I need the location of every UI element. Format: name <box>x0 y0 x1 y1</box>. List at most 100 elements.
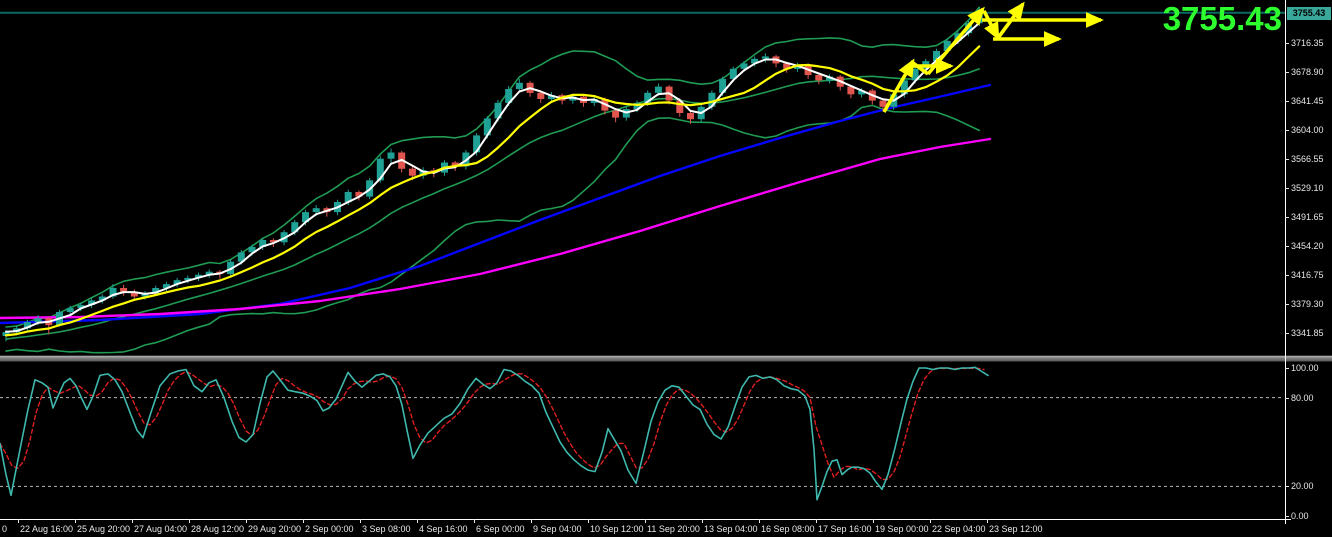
time-axis-tick <box>75 519 76 523</box>
candle-body <box>162 284 170 288</box>
time-axis-end-tick <box>1285 519 1286 524</box>
candle-body <box>761 56 769 59</box>
candle-body <box>237 252 245 262</box>
candle-body <box>751 58 759 64</box>
time-axis-tick <box>360 519 361 523</box>
price-axis-label: 3641.45 <box>1291 96 1324 106</box>
ma-white-line <box>5 22 981 333</box>
indicator-axis-label: 20.00 <box>1291 481 1314 491</box>
time-axis-label: 25 Aug 20:00 <box>77 524 131 534</box>
stochastic-k-line <box>0 366 989 501</box>
time-axis-label-partial: 0 <box>2 524 8 534</box>
price-axis-label: 3379.30 <box>1291 299 1324 309</box>
candle-body <box>34 318 42 323</box>
candle-body <box>248 246 256 253</box>
candle-body <box>23 322 31 329</box>
candle-body <box>173 280 181 285</box>
candle-body <box>205 271 213 275</box>
candle-body <box>676 100 684 113</box>
candle-body <box>98 296 106 301</box>
time-axis-label: 22 Aug 16:00 <box>20 524 74 534</box>
candle-body <box>419 170 427 176</box>
candle-body <box>708 92 716 107</box>
time-axis-tick <box>702 519 703 523</box>
time-axis-tick <box>816 519 817 523</box>
ma-magenta-line <box>0 137 992 320</box>
price-axis-label: 3716.35 <box>1291 38 1324 48</box>
time-axis-tick <box>531 519 532 523</box>
candle-body <box>933 51 940 62</box>
candle-body <box>505 89 513 103</box>
candle-body <box>451 162 459 167</box>
trend-arrow[interactable] <box>882 58 915 113</box>
time-axis-tick <box>417 519 418 523</box>
time-axis-label: 22 Sep 04:00 <box>932 524 986 534</box>
indicator-axis-tick <box>1285 486 1289 487</box>
bollinger-upper-line <box>5 6 981 328</box>
price-axis-label: 3416.75 <box>1291 270 1324 280</box>
time-axis-tick <box>759 519 760 523</box>
candle-body <box>184 277 192 281</box>
time-axis-tick <box>987 519 988 523</box>
candle-body <box>740 63 748 69</box>
price-axis-label: 3566.55 <box>1291 154 1324 164</box>
price-axis-tick <box>1285 130 1289 131</box>
price-axis-tick <box>1285 159 1289 160</box>
indicator-axis-tick <box>1285 398 1289 399</box>
price-axis-tick <box>1285 101 1289 102</box>
price-axis-label: 3454.20 <box>1291 241 1324 251</box>
candle-body <box>900 80 908 95</box>
time-axis-tick <box>645 519 646 523</box>
candle-body <box>847 86 855 95</box>
candle-body <box>376 158 384 181</box>
candle-body <box>943 40 951 51</box>
candle-body <box>612 110 620 118</box>
price-axis-tick <box>1285 188 1289 189</box>
candle-body <box>120 288 128 292</box>
price-axis-tick <box>1285 246 1289 247</box>
candle-body <box>644 92 652 103</box>
bollinger-middle-line <box>5 68 981 340</box>
time-axis-label: 13 Sep 04:00 <box>704 524 758 534</box>
candle-body <box>793 65 801 69</box>
time-axis-tick <box>303 519 304 523</box>
candle-body <box>537 92 545 99</box>
price-axis-tick <box>1285 43 1289 44</box>
time-axis-tick <box>132 519 133 523</box>
candle-body <box>408 168 416 176</box>
main-chart-area[interactable] <box>0 0 1285 355</box>
candle-body <box>911 68 919 81</box>
panel-divider[interactable] <box>0 355 1332 362</box>
time-axis-label: 2 Sep 00:00 <box>305 524 354 534</box>
trend-arrows-annotation[interactable] <box>882 1 1104 113</box>
price-axis-label: 3678.90 <box>1291 67 1324 77</box>
candle-body <box>483 118 491 136</box>
trend-arrow[interactable] <box>982 10 1000 41</box>
time-axis-label: 29 Aug 20:00 <box>248 524 302 534</box>
trend-arrow[interactable] <box>926 6 985 76</box>
price-axis-label: 3529.10 <box>1291 183 1324 193</box>
candle-body <box>473 135 481 153</box>
time-axis-label: 17 Sep 16:00 <box>818 524 872 534</box>
candle-body <box>569 96 577 101</box>
candle-body <box>109 288 117 297</box>
candle-body <box>858 90 866 95</box>
indicator-axis-tick <box>1285 516 1289 517</box>
indicator-axis-tick <box>1285 368 1289 369</box>
indicator-axis-label: 100.00 <box>1291 363 1319 373</box>
time-axis-tick <box>189 519 190 523</box>
candle-body <box>141 293 149 297</box>
stochastic-d-line <box>0 367 985 481</box>
time-axis-tick <box>246 519 247 523</box>
stoch-background <box>0 362 1285 519</box>
time-axis-tick <box>930 519 931 523</box>
trend-arrow[interactable] <box>911 61 930 76</box>
stochastic-panel[interactable] <box>0 362 1285 519</box>
candle-body <box>826 76 833 81</box>
candle-body <box>291 222 299 233</box>
candle-body <box>515 82 523 89</box>
price-axis-label: 3604.00 <box>1291 125 1324 135</box>
time-axis-label: 28 Aug 12:00 <box>191 524 245 534</box>
candle-body <box>590 99 598 103</box>
candle-body <box>66 308 74 312</box>
